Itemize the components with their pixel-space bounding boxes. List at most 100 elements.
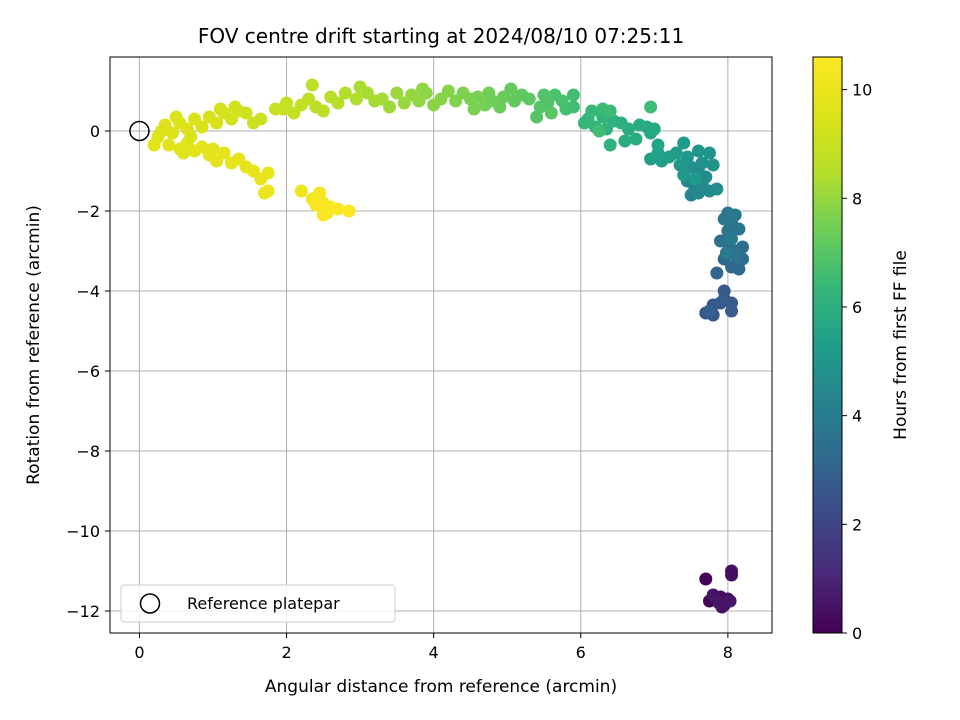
y-tick-label: −8	[76, 442, 100, 461]
data-point	[603, 104, 617, 118]
data-point	[427, 98, 441, 112]
data-point	[331, 202, 345, 216]
y-tick-label: 0	[90, 122, 100, 141]
data-point	[397, 96, 411, 110]
data-point	[309, 198, 323, 212]
grid-lines	[110, 57, 772, 633]
legend-marker	[139, 593, 161, 614]
data-point	[644, 100, 658, 114]
data-point	[530, 110, 544, 124]
data-point	[202, 110, 216, 124]
data-point	[677, 168, 691, 182]
data-point	[147, 138, 161, 152]
data-point	[269, 102, 282, 116]
data-point	[416, 82, 430, 96]
legend-label: Reference platepar	[187, 594, 340, 613]
data-point	[261, 166, 275, 180]
colorbar-label: Hours from first FF file	[891, 250, 911, 440]
y-tick-label: −6	[76, 362, 100, 381]
data-point	[728, 208, 742, 222]
data-point	[338, 86, 352, 100]
x-tick-label: 8	[723, 643, 733, 662]
data-point	[691, 144, 705, 158]
data-point	[710, 182, 724, 196]
colorbar-tick-label: 10	[852, 81, 872, 100]
data-point	[723, 594, 737, 608]
data-point	[162, 138, 176, 152]
x-axis-ticks: 0 2 4 6 8	[134, 633, 733, 662]
y-tick-label: −4	[76, 282, 100, 301]
data-point	[228, 100, 242, 114]
data-point	[699, 572, 713, 586]
data-point	[313, 186, 327, 200]
colorbar-tick-label: 8	[852, 189, 862, 208]
data-point	[566, 88, 580, 102]
data-point	[629, 132, 643, 146]
data-point	[706, 158, 720, 172]
data-point	[714, 234, 728, 248]
data-point	[169, 110, 183, 124]
data-point	[566, 100, 580, 114]
data-point	[702, 146, 716, 160]
colorbar-tick-label: 6	[852, 298, 862, 317]
data-point	[712, 596, 726, 610]
x-tick-label: 6	[576, 643, 586, 662]
data-point	[688, 172, 702, 186]
colorbar: 0 2 4 6 8 10 Hours from first FF file	[812, 56, 911, 643]
data-point	[732, 262, 746, 276]
chart-title: FOV centre drift starting at 2024/08/10 …	[198, 24, 684, 48]
y-tick-label: −2	[76, 202, 100, 221]
y-axis-label: Rotation from reference (arcmin)	[24, 205, 44, 485]
data-point	[261, 184, 275, 198]
plot-frame	[109, 56, 773, 634]
data-point	[725, 304, 739, 318]
data-point	[294, 184, 308, 198]
data-point	[717, 292, 731, 306]
data-point	[710, 266, 724, 280]
data-point	[537, 88, 551, 102]
legend: Reference platepar	[120, 584, 396, 623]
x-axis-label: Angular distance from reference (arcmin)	[265, 677, 617, 697]
data-point	[482, 86, 496, 100]
data-point	[585, 104, 599, 118]
x-tick-label: 2	[281, 643, 291, 662]
data-point	[577, 116, 591, 130]
data-point	[702, 304, 716, 318]
data-point	[677, 136, 691, 150]
data-point	[349, 92, 363, 106]
data-point	[673, 158, 687, 172]
data-point	[390, 86, 404, 100]
data-point	[287, 106, 301, 120]
data-point	[449, 94, 463, 108]
y-tick-label: −10	[66, 522, 100, 541]
data-point	[497, 90, 511, 104]
colorbar-gradient	[812, 56, 843, 634]
x-tick-label: 0	[134, 643, 144, 662]
data-point	[353, 80, 367, 94]
data-point	[725, 232, 739, 246]
legend-box	[120, 584, 396, 623]
data-point	[184, 130, 198, 144]
data-point	[342, 204, 356, 218]
data-point	[217, 146, 231, 160]
data-point	[730, 250, 744, 264]
colorbar-ticks: 0 2 4 6 8 10	[842, 81, 872, 643]
data-point	[188, 112, 202, 126]
y-axis-ticks: 0 −2 −4 −6 −8 −10 −12	[66, 122, 110, 621]
data-points	[147, 78, 750, 614]
data-point	[324, 90, 338, 104]
data-point	[633, 118, 647, 132]
data-point	[213, 102, 227, 116]
data-point	[691, 186, 705, 200]
colorbar-tick-label: 2	[852, 515, 862, 534]
x-tick-label: 4	[429, 643, 439, 662]
data-point	[618, 134, 632, 148]
data-point	[725, 564, 739, 578]
data-point	[246, 116, 260, 130]
data-point	[651, 138, 665, 152]
data-point	[508, 94, 522, 108]
reference-marker	[129, 120, 150, 142]
colorbar-tick-label: 4	[852, 407, 862, 426]
y-tick-label: −12	[66, 602, 100, 621]
